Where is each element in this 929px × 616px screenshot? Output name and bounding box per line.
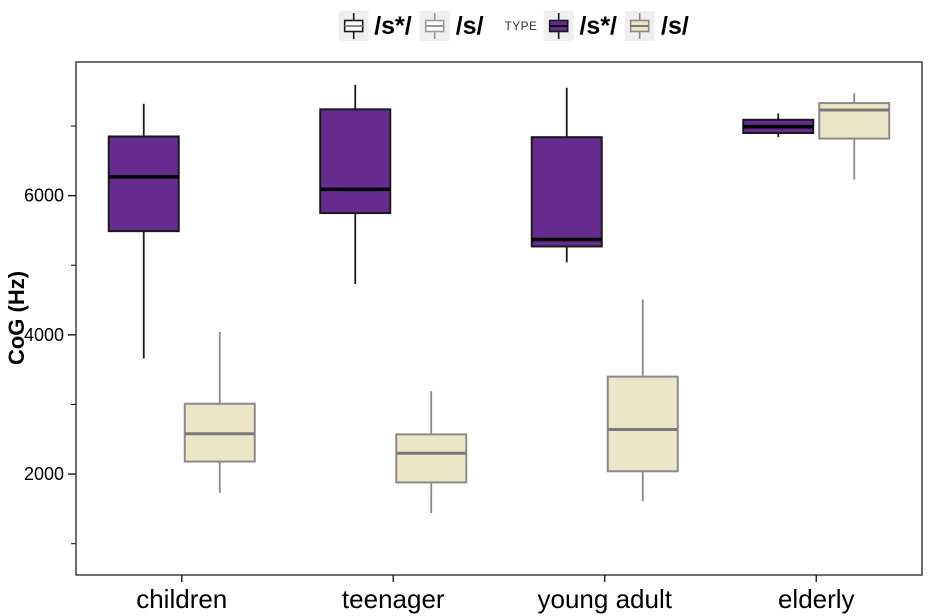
boxplot-key-icon [630,13,650,39]
x-axis-label: children [136,584,227,614]
legend-item-label: /s*/ [374,11,412,40]
box-s-star-teenager [319,84,392,285]
legend-key [338,11,369,41]
box-rect [818,102,891,140]
box-rect [395,433,468,484]
box-rect [530,136,603,248]
box-s-star-young-adult [530,87,603,263]
boxplot-key-icon [424,13,445,39]
x-axis-label: teenager [342,584,445,614]
legend-item-label: /s*/ [579,11,618,40]
legend-item-label: /s/ [455,11,484,40]
plot-panel [75,61,923,576]
legend-row: /s*/ /s/TYPE/s*/ /s/ [337,4,696,48]
y-axis-title: CoG (Hz) [4,271,29,365]
box-s-star-children [107,103,180,359]
box-s-elderly [818,93,891,180]
x-axis-label: elderly [778,584,855,614]
box-s-star-elderly [742,113,815,138]
boxplot-key-icon [548,13,569,39]
boxplot-chart: CoG (Hz) 2000 4000 6000 children teenager you… [4,61,923,614]
box-s-young-adult [606,299,679,502]
x-axis-label: young adult [538,584,673,614]
box-s-teenager [395,391,468,514]
legend-outline: /s*/ /s/ [337,11,490,41]
box-rect [606,375,679,473]
legend-key [419,11,450,41]
legend-type: TYPE/s*/ /s/ [505,11,696,41]
box-s-children [183,332,256,493]
box-rect [319,108,392,215]
boxplot-key-icon [343,13,363,39]
legend-key [543,11,574,41]
legend-item-label: /s/ [661,11,689,40]
y-tick-label: 4000 [24,325,64,345]
legend-title: TYPE [504,19,538,33]
y-tick-label: 2000 [24,464,64,484]
box-rect [107,135,180,233]
y-tick-label: 6000 [24,186,64,206]
legend-key [625,11,656,41]
